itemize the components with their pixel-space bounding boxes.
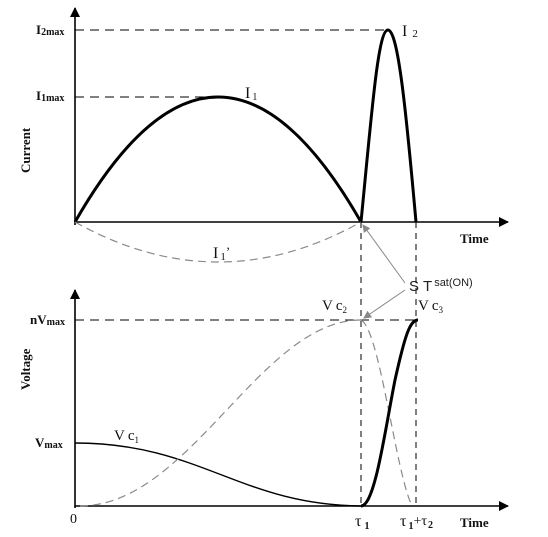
i1-prime-curve [74, 221, 362, 263]
voltage-x-label: Time [460, 515, 489, 530]
i1-prime-label: I 1’ [213, 244, 230, 263]
current-x-label: Time [460, 231, 489, 246]
current-y-label: Current [18, 127, 33, 173]
vc2-rise-curve [79, 319, 362, 507]
origin-label: 0 [70, 512, 77, 527]
i2max-label: I2max [36, 22, 64, 38]
tau1-plus-tau2-label: τ 1+τ2 [400, 513, 433, 532]
voltage-y-label: Voltage [18, 348, 33, 390]
vmax-label: Vmax [35, 435, 63, 451]
vc3-curve [360, 318, 419, 508]
st-arrow-down [363, 289, 406, 319]
st-arrow-up [362, 224, 406, 284]
i1max-label: I1max [36, 88, 64, 104]
i2-curve [359, 28, 418, 223]
vc2-fall-curve [360, 319, 413, 507]
nvmax-label: nVmax [30, 312, 65, 328]
i1-curve [73, 95, 363, 223]
vc1-curve [74, 442, 362, 507]
